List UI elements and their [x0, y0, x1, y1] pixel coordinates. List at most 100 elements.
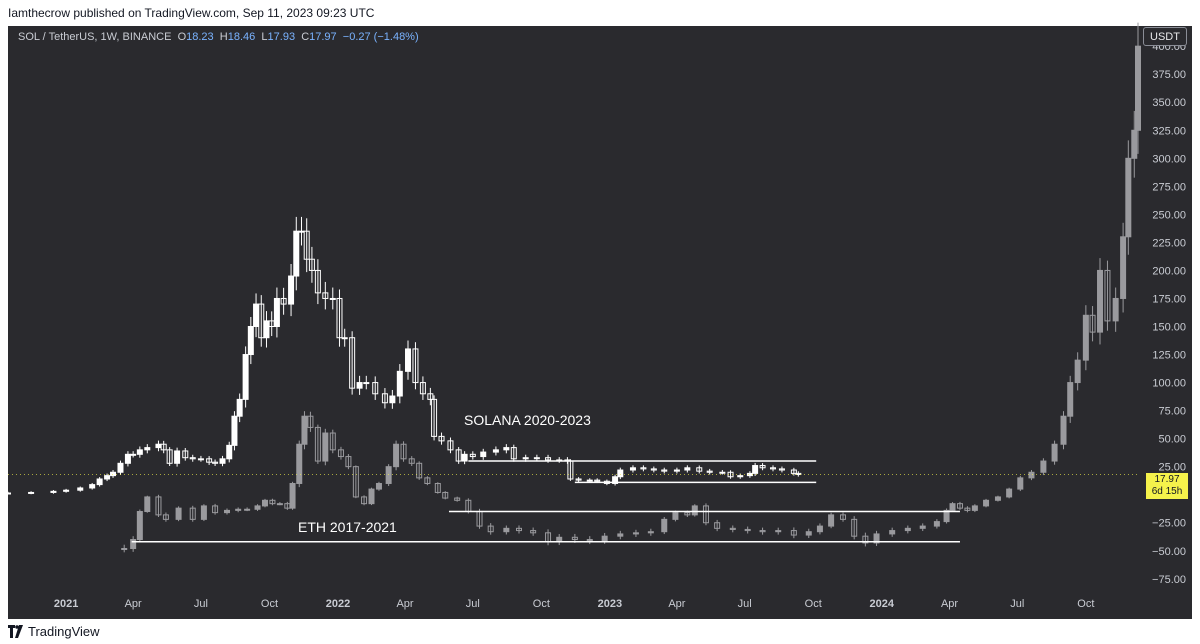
candle-body — [640, 467, 647, 470]
footer-brand: TradingView — [28, 624, 100, 639]
candle-body — [144, 496, 151, 513]
candle-body — [904, 527, 911, 532]
candle-body — [28, 491, 35, 494]
x-tick-label: 2023 — [598, 598, 622, 610]
candle-body — [155, 496, 162, 516]
candle-body — [729, 527, 736, 530]
candle-body — [994, 496, 1001, 501]
candle-body — [280, 297, 287, 305]
candle-body — [322, 292, 329, 299]
candle-body — [408, 458, 415, 464]
candle-body — [231, 415, 238, 446]
x-tick-label: Jul — [466, 598, 480, 610]
candle-body — [236, 398, 243, 417]
candle-body — [242, 354, 249, 400]
candle-body — [1017, 477, 1024, 490]
candle-body — [363, 382, 370, 385]
candle-body — [752, 465, 759, 474]
y-tick-label: 100.00 — [1152, 378, 1186, 390]
candle-body — [1040, 460, 1047, 473]
candle-body — [308, 258, 315, 271]
candle-body — [419, 382, 426, 395]
chart-area[interactable] — [8, 26, 1192, 619]
candle-body — [454, 497, 461, 501]
candle-body — [189, 507, 196, 520]
candle-body — [684, 512, 691, 516]
candle-body — [189, 457, 196, 460]
y-tick-label: −50.00 — [1152, 546, 1186, 558]
candle-body — [293, 230, 300, 277]
candle-body — [719, 471, 726, 474]
candle-body — [1051, 443, 1058, 462]
candle-body — [1089, 314, 1096, 333]
candle-body — [160, 443, 167, 451]
candle-body — [873, 533, 880, 544]
open-value: 18.23 — [186, 31, 214, 43]
y-tick-label: 300.00 — [1152, 153, 1186, 165]
candle-body — [492, 449, 499, 453]
candle-body — [345, 456, 352, 468]
candle-body — [337, 449, 344, 458]
x-tick-label: Jul — [194, 598, 208, 610]
candle-body — [1060, 415, 1067, 445]
candle-body — [298, 230, 305, 233]
candle-body — [261, 499, 268, 507]
candle-body — [515, 527, 522, 532]
candle-body — [530, 530, 537, 534]
candle-body — [314, 426, 321, 462]
candle-body — [510, 447, 517, 460]
candle-body — [356, 382, 363, 389]
candle-body — [816, 525, 823, 533]
y-tick-label: 75.00 — [1158, 406, 1186, 418]
series-1 — [121, 22, 1141, 553]
candle-body — [1067, 382, 1074, 417]
candle-body — [438, 435, 445, 442]
candle-body — [174, 450, 181, 464]
low-label: L — [261, 31, 268, 43]
candle-body — [503, 447, 510, 451]
candle-body — [197, 458, 204, 461]
candle-body — [805, 531, 812, 536]
y-tick-label: −25.00 — [1152, 518, 1186, 530]
candle-body — [790, 469, 797, 474]
candle-body — [336, 297, 343, 339]
y-tick-label: 250.00 — [1152, 209, 1186, 221]
candle-body — [89, 484, 96, 489]
candle-body — [212, 505, 219, 514]
candle-body — [117, 462, 124, 473]
published-text: Iamthecrow published on TradingView.com,… — [8, 6, 375, 20]
candle-body — [416, 462, 423, 479]
candle-body — [759, 465, 766, 469]
candle-body — [586, 479, 593, 482]
candle-body — [424, 477, 431, 484]
candle-body — [296, 443, 303, 484]
tradingview-logo-icon — [8, 625, 23, 638]
candle-body — [273, 297, 280, 328]
candle-body — [647, 531, 654, 534]
candle-body — [212, 461, 219, 464]
candle-body — [575, 478, 582, 481]
candle-body — [289, 482, 296, 509]
candle-body — [702, 505, 709, 524]
candle-body — [368, 488, 375, 505]
candle-body — [219, 458, 226, 464]
close-value: 17.97 — [309, 31, 337, 43]
candle-body — [276, 503, 283, 506]
candle-body — [223, 509, 230, 514]
high-label: H — [219, 31, 228, 43]
candle-body — [389, 395, 396, 404]
candle-body — [301, 415, 308, 445]
bar-countdown: 6d 15h — [1151, 486, 1183, 497]
candle-body — [162, 514, 169, 520]
currency-button[interactable]: USDT — [1143, 27, 1187, 46]
candle-body — [405, 348, 412, 372]
candle-body — [175, 507, 182, 520]
candle-body — [307, 415, 314, 428]
publish-header: Iamthecrow published on TradingView.com,… — [0, 0, 1200, 26]
candle-body — [63, 489, 70, 492]
candle-body — [617, 533, 624, 537]
candle-body — [487, 525, 494, 533]
candle-body — [434, 482, 441, 493]
candle-body — [144, 447, 151, 451]
